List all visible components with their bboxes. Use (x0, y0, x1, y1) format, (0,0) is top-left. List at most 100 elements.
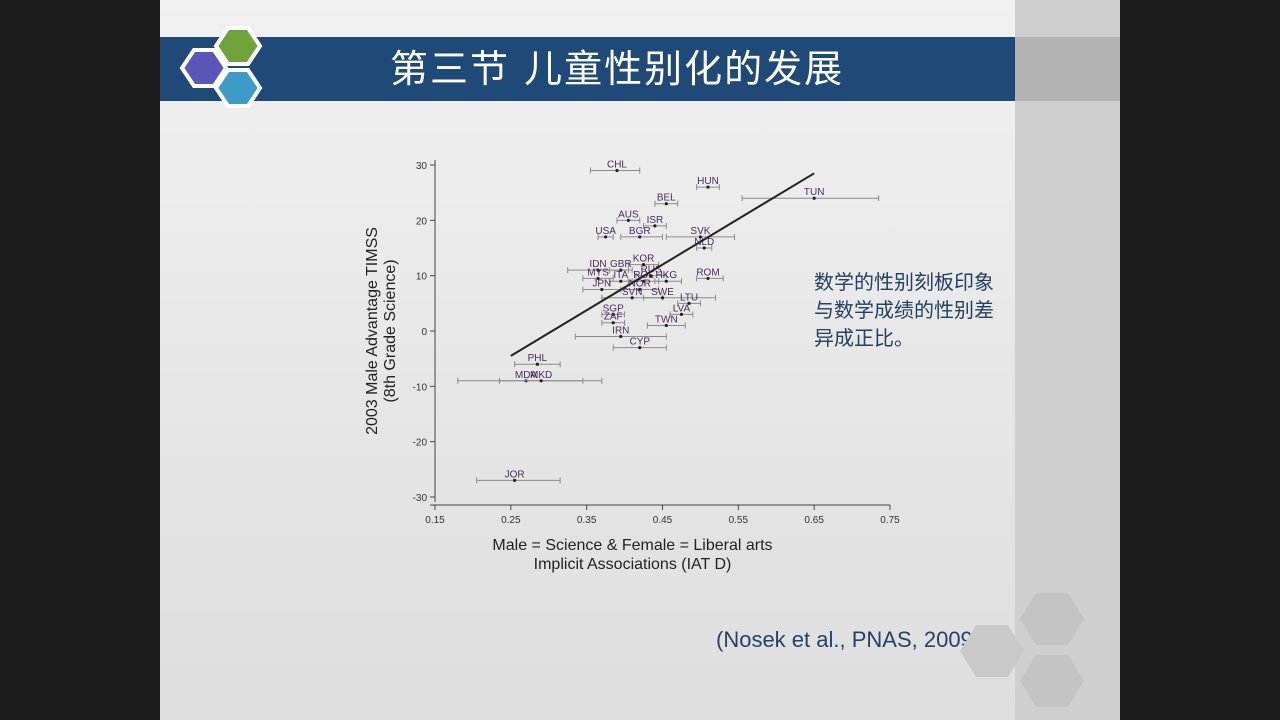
data-point-label: MDA (515, 370, 538, 381)
note-line: 异成正比。 (814, 326, 914, 350)
data-point-label: BGR (629, 226, 651, 237)
data-point-label: LTU (680, 292, 698, 303)
data-point-marker (641, 279, 646, 283)
data-point-marker (664, 279, 668, 283)
hexagon-logo-icon (179, 26, 263, 108)
data-point-marker (630, 296, 634, 300)
data-point-gbr: GBR (608, 259, 633, 274)
data-point-marker (596, 268, 600, 272)
data-point-marker (706, 185, 710, 189)
data-point-marker (619, 268, 623, 272)
data-point-marker (687, 301, 691, 305)
x-tick-label: 0.45 (653, 515, 673, 526)
x-tick-label: 0.75 (880, 515, 900, 526)
data-point-isr: ISR (643, 215, 667, 229)
data-point-usa: USA (595, 226, 616, 240)
data-point-twn: TWN (646, 314, 686, 329)
data-point-label: LVA (673, 303, 691, 314)
data-point-label: CYP (629, 337, 650, 348)
note-line: 与数学成绩的性别差 (814, 298, 994, 322)
data-point-label: SWE (651, 287, 674, 298)
data-point-marker (641, 263, 646, 267)
data-point-rus: RUS (635, 265, 667, 279)
x-axis-label-line: Implicit Associations (IAT D) (534, 556, 732, 573)
data-point-label: ROM (696, 267, 719, 278)
y-tick-label: 10 (416, 272, 428, 283)
data-point-marker (535, 362, 539, 366)
data-point-marker (604, 235, 608, 239)
data-point-label: MKD (530, 370, 552, 381)
slide: 第三节 儿童性别化的发展 0.15 0.25 0.35 0.45 0.55 0.65 0.7… (160, 0, 1120, 720)
data-point-marker (619, 279, 623, 283)
data-point-label: BEL (657, 193, 676, 204)
data-point-marker (611, 321, 615, 325)
data-point-label: TUN (804, 187, 825, 198)
data-point-marker (698, 235, 703, 239)
x-tick-label: 0.55 (729, 515, 749, 526)
data-point-kor: KOR (627, 254, 660, 268)
slide-title: 第三节 儿童性别化的发展 (390, 47, 845, 91)
data-point-lva: LVA (669, 303, 694, 318)
data-point-svk: SVK (665, 226, 736, 240)
data-point-label: RUS (641, 265, 662, 276)
y-axis-label-line: 2003 Male Advantage TIMSS (364, 227, 381, 435)
data-point-mys: MYS (582, 267, 614, 282)
data-point-phl: PHL (514, 353, 561, 368)
scatter-chart: 0.15 0.25 0.35 0.45 0.55 0.65 0.75 30 20 10 0 -10 -2… (364, 160, 900, 573)
data-point-marker (664, 202, 668, 206)
note-text: 数学的性别刻板印象 与数学成绩的性别差 异成正比。 (814, 268, 1054, 352)
x-tick-label: 0.15 (425, 515, 445, 526)
data-point-label: JPN (592, 279, 611, 290)
data-point-marker (619, 334, 623, 339)
data-point-marker (596, 276, 600, 281)
data-point-cyp: CYP (612, 337, 667, 351)
data-point-aus: AUS (616, 209, 641, 224)
data-point-ltu: LTU (677, 292, 701, 307)
y-tick-label: 30 (416, 161, 428, 172)
data-point-label: GBR (610, 259, 632, 270)
data-point-marker (660, 296, 665, 300)
data-point-marker (638, 235, 642, 239)
data-point-jor: JOR (476, 469, 561, 484)
data-point-label: AUS (618, 209, 639, 220)
x-tick-label: 0.35 (577, 515, 597, 526)
data-point-bgr: BGR (620, 226, 663, 240)
data-point-label: TWN (655, 314, 678, 325)
data-point-label: ZAF (604, 312, 623, 323)
x-axis-label-line: Male = Science & Female = Liberal arts (492, 537, 772, 554)
data-point-label: NLD (694, 237, 714, 248)
data-point-label: ITA (613, 270, 628, 281)
data-point-marker (539, 379, 543, 383)
data-point-marker (513, 478, 517, 482)
data-point-marker (653, 224, 657, 228)
data-point-marker (615, 168, 619, 173)
x-tick-label: 0.65 (804, 515, 824, 526)
data-point-bel: BEL (654, 193, 679, 207)
data-point-hun: HUN (696, 176, 720, 191)
data-point-mkd: MKD (498, 370, 584, 384)
data-point-hkg: HKG (654, 270, 682, 285)
data-point-tun: TUN (741, 187, 880, 202)
data-point-marker (626, 218, 630, 222)
data-point-marker (649, 274, 653, 278)
data-point-label: HUN (697, 176, 719, 187)
data-point-marker (611, 312, 615, 316)
y-tick-label: -20 (413, 438, 428, 449)
x-tick-label: 0.25 (501, 515, 521, 526)
y-axis-label-line: (8th Grade Science) (382, 259, 399, 402)
data-point-zaf: ZAF (601, 312, 626, 326)
data-point-label: ISR (647, 215, 664, 226)
data-point-label: IDN (589, 259, 606, 270)
data-point-marker (702, 246, 706, 250)
data-point-label: IRN (612, 326, 629, 337)
data-point-swe: SWE (643, 287, 717, 301)
title-bar: 第三节 儿童性别化的发展 (160, 37, 1015, 101)
data-point-chl: CHL (589, 160, 641, 174)
hexagon-decoration-icon (960, 593, 1084, 707)
data-point-label: CHL (607, 160, 627, 171)
trend-line (510, 172, 815, 357)
data-point-sgp: SGP (601, 303, 626, 318)
data-point-irn: IRN (574, 326, 667, 340)
data-point-label: NOR (629, 279, 651, 290)
y-tick-label: 0 (421, 327, 427, 338)
